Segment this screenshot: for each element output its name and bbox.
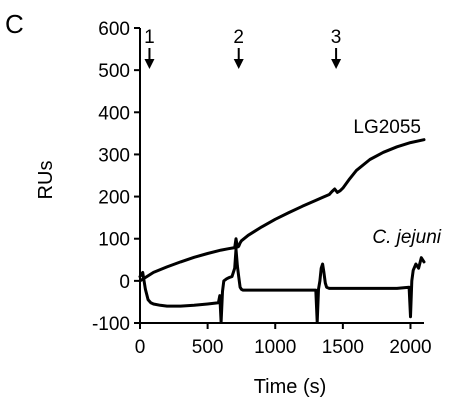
y-axis-title: RUs — [35, 161, 57, 200]
event-label: 1 — [144, 27, 155, 48]
y-tick-label: -100 — [92, 314, 130, 335]
y-tick-label: 500 — [98, 61, 130, 82]
y-tick-label: 400 — [98, 103, 130, 124]
series-line-1 — [138, 247, 426, 324]
event-label: 2 — [233, 27, 244, 48]
y-tick-label: 0 — [119, 272, 130, 293]
event-arrow-head — [233, 59, 244, 69]
series-line-0 — [138, 138, 426, 283]
x-tick-label: 2000 — [389, 337, 431, 358]
event-markers: 1 2 3 — [144, 27, 341, 69]
series-lines — [138, 138, 426, 324]
x-axis-title: Time (s) — [254, 376, 327, 398]
y-tick-label: 300 — [98, 145, 130, 166]
event-arrow-head — [331, 59, 342, 69]
axes — [139, 28, 424, 324]
series-labels: LG2055 C. jejuni — [353, 117, 441, 248]
event-label: 3 — [331, 27, 342, 48]
panel-letter: C — [5, 9, 24, 39]
x-tick-label: 0 — [135, 337, 146, 358]
series-label-1: C. jejuni — [372, 227, 441, 248]
event-arrow-head — [144, 59, 155, 69]
series-label-0: LG2055 — [353, 117, 421, 138]
x-tick-label: 500 — [192, 337, 224, 358]
x-tick-label: 1500 — [322, 337, 364, 358]
y-tick-label: 100 — [98, 230, 130, 251]
x-tick-label: 1000 — [254, 337, 296, 358]
y-tick-label: 600 — [98, 19, 130, 40]
y-tick-label: 200 — [98, 188, 130, 209]
